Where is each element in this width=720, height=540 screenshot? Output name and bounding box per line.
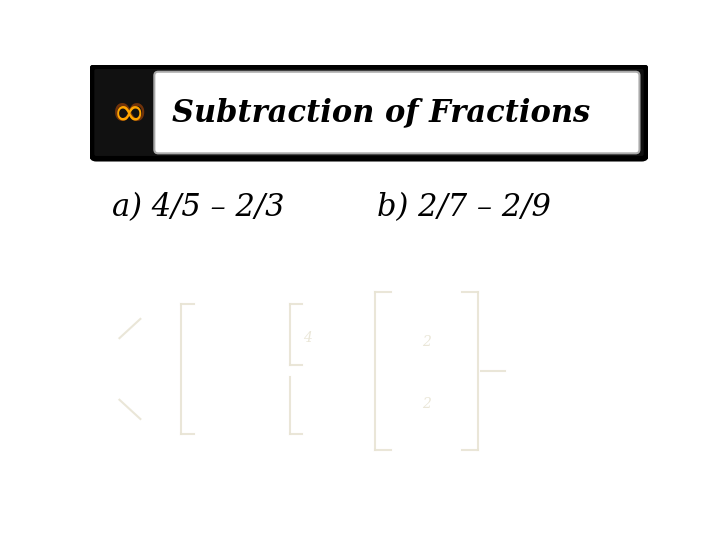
Text: b) 2/7 – 2/9: b) 2/7 – 2/9 <box>377 192 551 222</box>
Text: $\infty$: $\infty$ <box>112 93 143 132</box>
FancyBboxPatch shape <box>154 72 639 153</box>
FancyBboxPatch shape <box>91 66 647 159</box>
Text: Subtraction of Fractions: Subtraction of Fractions <box>172 97 590 128</box>
Text: 4: 4 <box>302 331 312 345</box>
Text: 2: 2 <box>422 335 431 349</box>
Text: $\infty$: $\infty$ <box>109 90 145 135</box>
Text: a) 4/5 – 2/3: a) 4/5 – 2/3 <box>112 192 284 222</box>
Text: 2: 2 <box>422 396 431 410</box>
